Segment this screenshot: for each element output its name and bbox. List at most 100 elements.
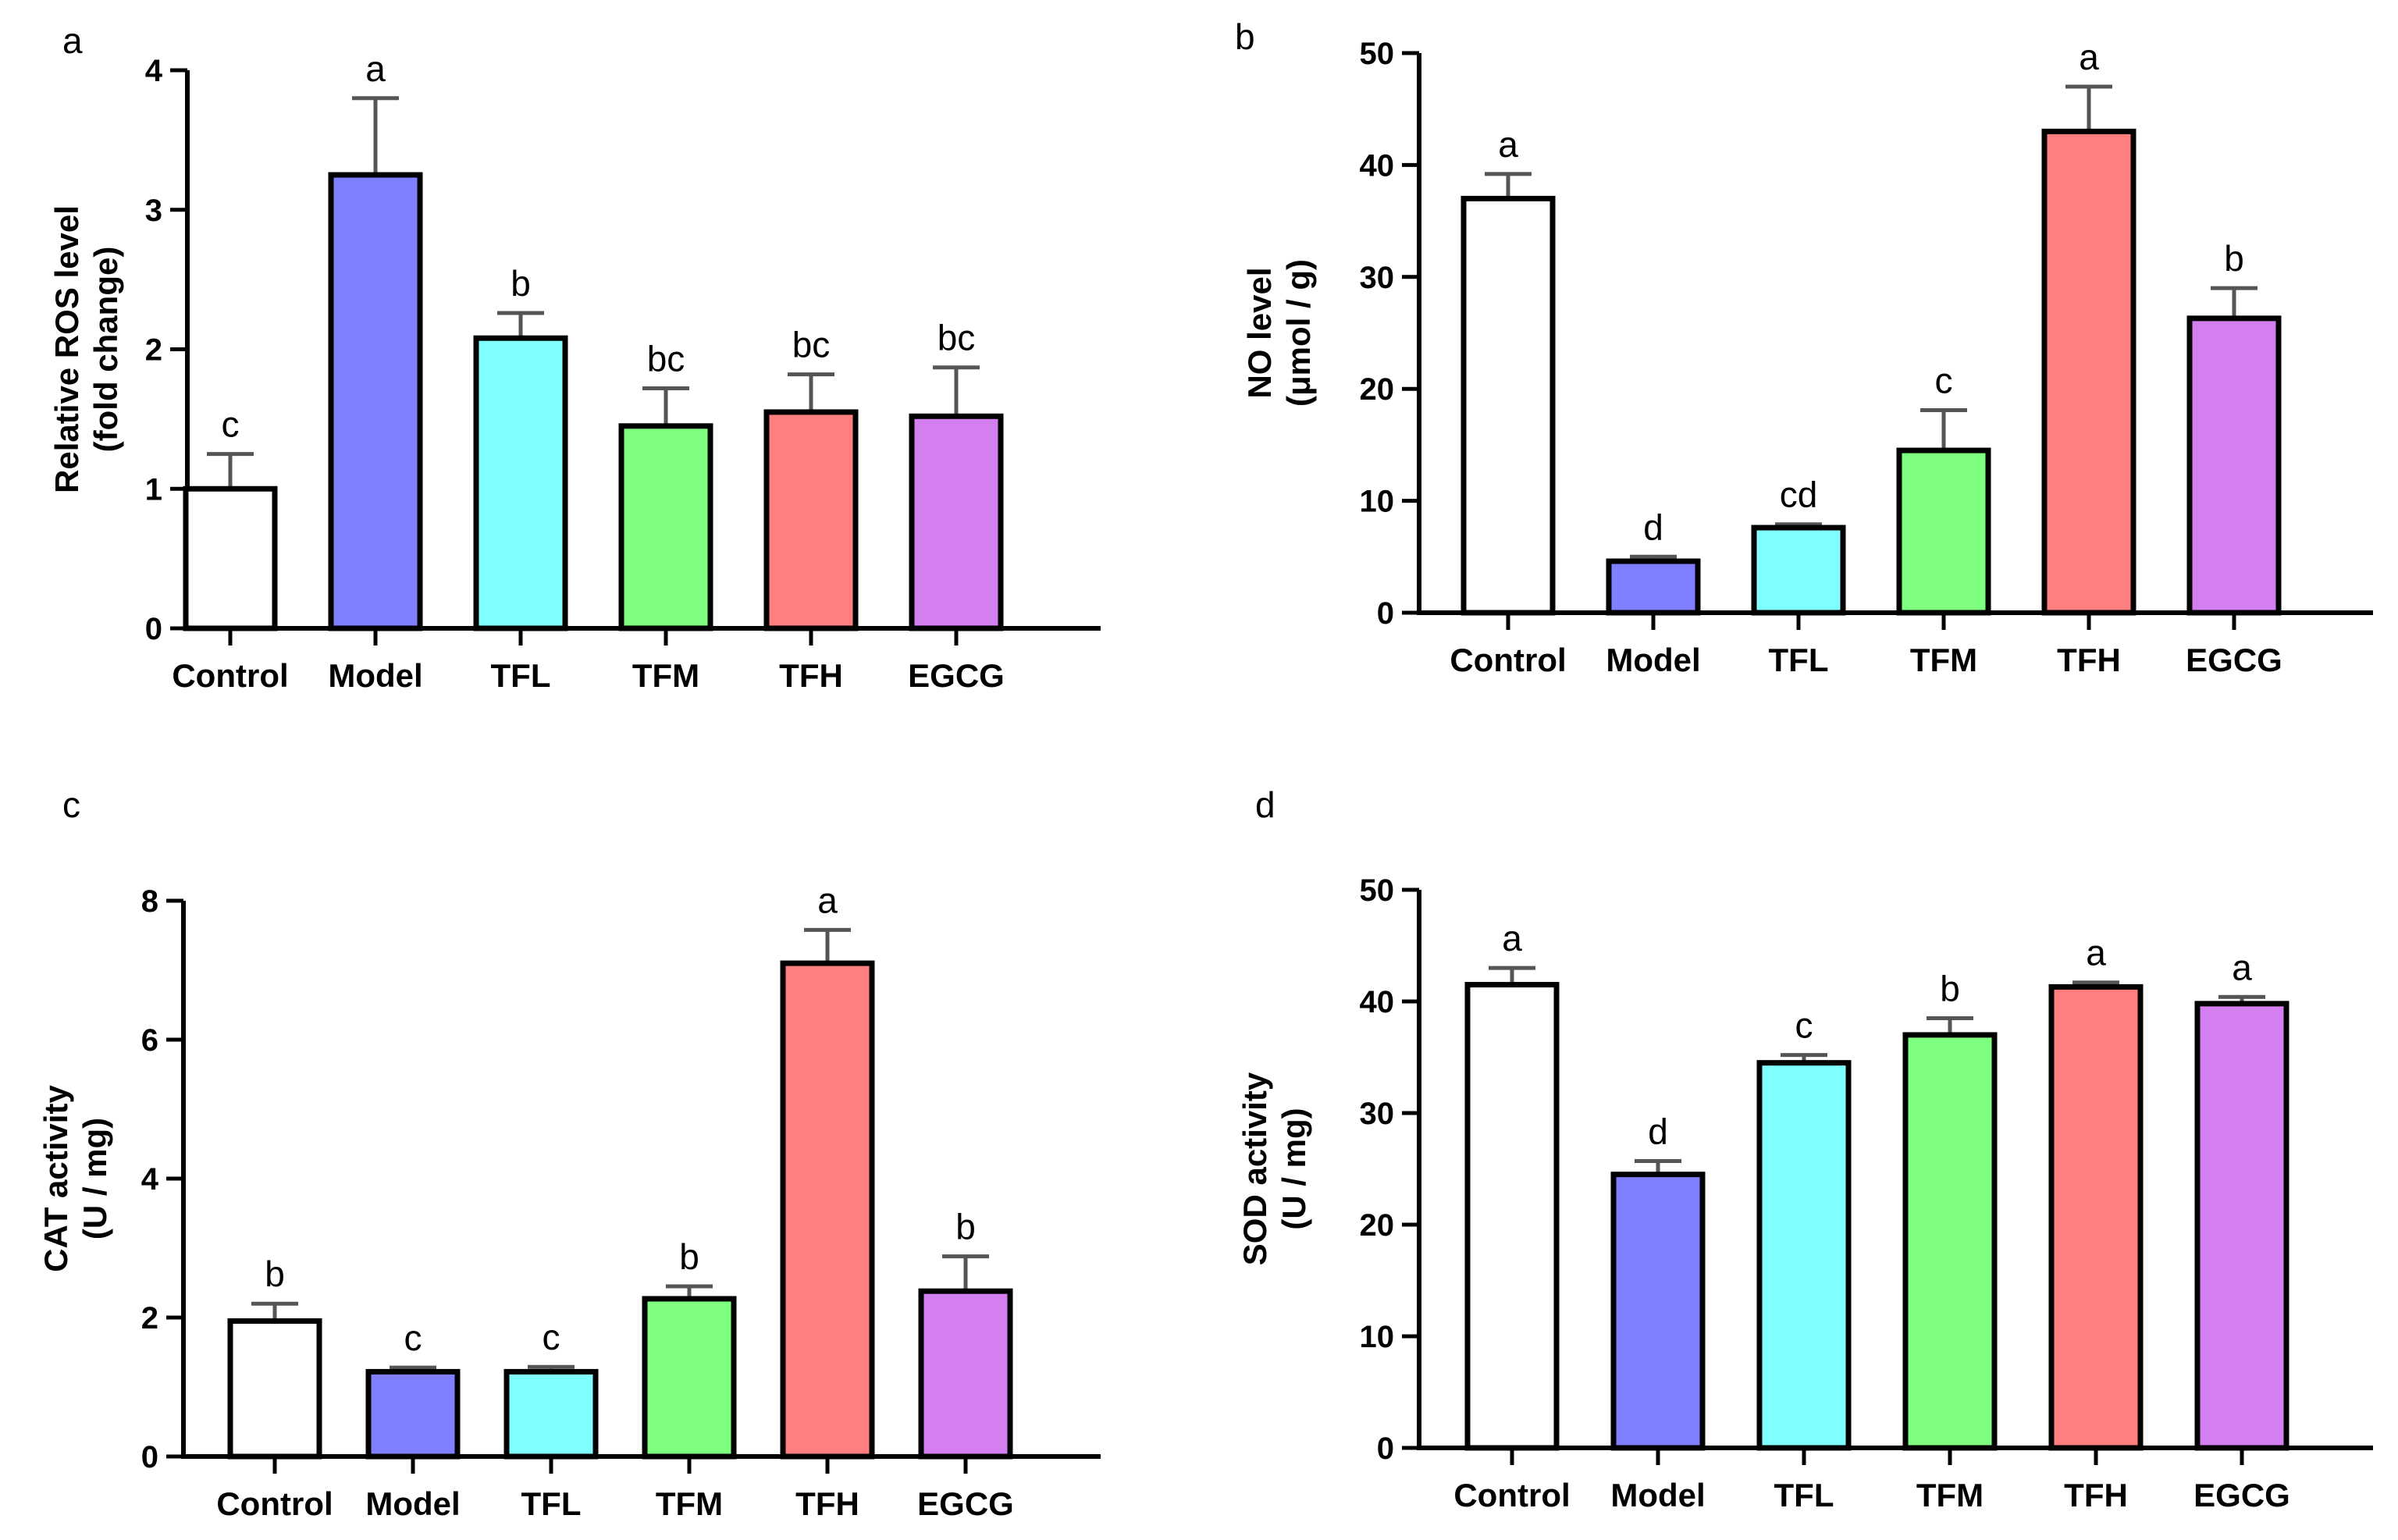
y-axis-title: SOD activity bbox=[1236, 1072, 1273, 1265]
x-tick-label: Model bbox=[365, 1485, 460, 1522]
significance-label: b bbox=[2224, 238, 2244, 279]
significance-label: c bbox=[543, 1317, 560, 1357]
panel-label: b bbox=[1235, 16, 1255, 57]
bar-control bbox=[1464, 982, 1560, 1451]
y-tick-label: 8 bbox=[141, 884, 158, 919]
x-tick-label: TFH bbox=[2064, 1477, 2128, 1513]
y-tick-label: 40 bbox=[1360, 148, 1395, 183]
x-tick-label: TFL bbox=[491, 657, 551, 694]
y-tick-label: 1 bbox=[145, 472, 162, 507]
significance-label: b bbox=[265, 1254, 285, 1294]
significance-label: a bbox=[817, 880, 838, 920]
y-tick-label: 0 bbox=[141, 1440, 158, 1474]
significance-label: a bbox=[365, 48, 386, 89]
significance-label: a bbox=[2232, 947, 2252, 987]
bar-tfh bbox=[2048, 983, 2144, 1451]
x-tick-label: TFH bbox=[795, 1485, 859, 1522]
y-tick-label: 3 bbox=[145, 194, 162, 228]
x-tick-label: EGCG bbox=[908, 657, 1005, 694]
significance-label: bc bbox=[937, 318, 976, 358]
bar-tfh bbox=[780, 960, 875, 1460]
y-tick-label: 0 bbox=[1377, 1432, 1394, 1466]
bar-control bbox=[1461, 195, 1556, 616]
x-tick-label: TFM bbox=[1916, 1477, 1984, 1513]
y-tick-label: 0 bbox=[145, 612, 162, 646]
y-tick-label: 40 bbox=[1360, 985, 1395, 1019]
x-tick-label: TFM bbox=[632, 657, 699, 694]
y-tick-label: 4 bbox=[141, 1162, 159, 1197]
bar-egcg bbox=[918, 1288, 1013, 1460]
significance-label: c bbox=[1795, 1005, 1813, 1046]
y-axis-subtitle: (U / mg) bbox=[1275, 1108, 1312, 1229]
bar-tfm bbox=[1896, 447, 1991, 616]
x-tick-label: EGCG bbox=[2193, 1477, 2290, 1513]
bar-tfl bbox=[1756, 1060, 1852, 1451]
x-tick-label: TFL bbox=[1774, 1477, 1834, 1513]
y-tick-label: 2 bbox=[141, 1301, 158, 1335]
y-tick-label: 2 bbox=[145, 333, 162, 368]
significance-label: a bbox=[2079, 37, 2099, 77]
x-tick-label: EGCG bbox=[2186, 642, 2282, 678]
y-tick-label: 30 bbox=[1360, 261, 1395, 295]
y-tick-label: 10 bbox=[1360, 1320, 1395, 1354]
significance-label: b bbox=[955, 1207, 976, 1247]
y-tick-label: 4 bbox=[145, 54, 163, 88]
x-tick-label: Control bbox=[216, 1485, 333, 1522]
bar-control bbox=[183, 485, 278, 631]
y-axis-title: CAT activity bbox=[37, 1085, 74, 1272]
bar-tfm bbox=[618, 423, 713, 631]
x-tick-label: TFM bbox=[1910, 642, 1977, 678]
x-tick-label: TFL bbox=[521, 1485, 582, 1522]
panel-a: a Relative ROS level (fold change) 0 1 2 3 4 Con… bbox=[48, 20, 1101, 694]
bar-tfm bbox=[642, 1296, 737, 1460]
panel-label: a bbox=[62, 20, 83, 61]
y-tick-label: 50 bbox=[1360, 37, 1395, 71]
significance-label: bc bbox=[792, 325, 831, 365]
y-tick-label: 0 bbox=[1377, 596, 1394, 631]
x-tick-label: TFH bbox=[2057, 642, 2121, 678]
y-axis-subtitle: (μmol / g) bbox=[1280, 259, 1317, 407]
y-tick-label: 20 bbox=[1360, 1208, 1395, 1243]
bar-tfm bbox=[1902, 1032, 1998, 1451]
x-tick-label: TFH bbox=[779, 657, 843, 694]
y-tick-label: 10 bbox=[1360, 485, 1395, 519]
significance-label: cd bbox=[1780, 475, 1818, 515]
significance-label: c bbox=[222, 404, 240, 445]
bar-tfl bbox=[1751, 525, 1846, 616]
x-tick-label: EGCG bbox=[917, 1485, 1014, 1522]
bar-egcg bbox=[2186, 315, 2282, 616]
x-tick-label: Model bbox=[1610, 1477, 1705, 1513]
panel-c: c CAT activity (U / mg) 0 2 4 6 8 Control b Model c… bbox=[37, 784, 1101, 1522]
significance-label: a bbox=[1498, 124, 1518, 165]
x-tick-label: Control bbox=[1450, 642, 1566, 678]
bar-egcg bbox=[909, 413, 1004, 631]
panel-label: c bbox=[62, 784, 80, 825]
y-axis-title: NO level bbox=[1241, 267, 1278, 398]
x-tick-label: TFM bbox=[656, 1485, 723, 1522]
y-tick-label: 20 bbox=[1360, 372, 1395, 407]
y-axis-title: Relative ROS level bbox=[48, 205, 85, 493]
y-axis-subtitle: (fold change) bbox=[87, 247, 124, 453]
x-tick-label: Control bbox=[172, 657, 288, 694]
significance-label: b bbox=[679, 1236, 699, 1277]
x-tick-label: Model bbox=[1606, 642, 1700, 678]
bar-model bbox=[1606, 558, 1701, 616]
significance-label: a bbox=[2086, 933, 2106, 973]
y-axis-subtitle: (U / mg) bbox=[76, 1118, 113, 1239]
x-tick-label: Model bbox=[328, 657, 422, 694]
bar-tfl bbox=[503, 1368, 599, 1460]
bar-egcg bbox=[2194, 1001, 2289, 1451]
bar-model bbox=[328, 172, 423, 631]
panel-b: b NO level (μmol / g) 0 10 20 30 40 50 Control a Mo… bbox=[1235, 16, 2373, 678]
bar-model bbox=[1610, 1172, 1706, 1451]
panel-label: d bbox=[1255, 784, 1275, 825]
significance-label: a bbox=[1502, 918, 1522, 958]
bar-control bbox=[227, 1318, 322, 1460]
significance-label: b bbox=[511, 263, 531, 304]
significance-label: d bbox=[1648, 1111, 1668, 1151]
y-tick-label: 30 bbox=[1360, 1097, 1395, 1131]
x-tick-label: TFL bbox=[1769, 642, 1829, 678]
significance-label: c bbox=[1935, 360, 1953, 400]
bar-tfh bbox=[763, 409, 859, 631]
